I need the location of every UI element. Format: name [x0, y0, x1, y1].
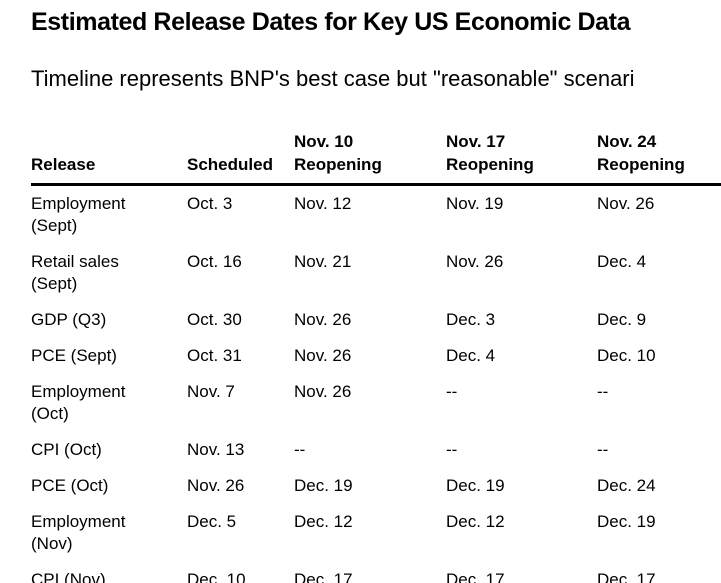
release-date: Nov. 26 — [446, 252, 504, 271]
release-date: Dec. 10 — [187, 570, 246, 583]
release-date: Oct. 30 — [187, 310, 242, 329]
column-header: Nov. 17 Reopening — [446, 130, 597, 186]
table-row: Employment (Oct) Nov. 7 Nov. 26 -- -- — [31, 374, 721, 432]
table-row: PCE (Sept) Oct. 31 Nov. 26 Dec. 4 Dec. 10 — [31, 338, 721, 374]
release-date: Nov. 26 — [187, 476, 245, 495]
release-date: Dec. 12 — [294, 512, 353, 531]
release-date: -- — [294, 440, 306, 459]
release-name: Employment (Sept) — [31, 194, 126, 235]
release-date: Nov. 7 — [187, 382, 235, 401]
release-date: Nov. 19 — [446, 194, 504, 213]
table-row: GDP (Q3) Oct. 30 Nov. 26 Dec. 3 Dec. 9 — [31, 302, 721, 338]
release-date: Dec. 5 — [187, 512, 237, 531]
release-date: Dec. 10 — [597, 346, 656, 365]
release-date: Dec. 24 — [597, 476, 656, 495]
table-row: Employment (Sept) Oct. 3 Nov. 12 Nov. 19 Nov… — [31, 185, 721, 245]
column-header: Nov. 24 Reopening — [597, 130, 721, 186]
release-date: -- — [446, 440, 458, 459]
table-row: PCE (Oct) Nov. 26 Dec. 19 Dec. 19 Dec. 24 — [31, 468, 721, 504]
release-date: Nov. 26 — [294, 382, 352, 401]
release-date: Dec. 17 — [446, 570, 505, 583]
release-name: CPI (Oct) — [31, 440, 102, 459]
release-date: Dec. 9 — [597, 310, 647, 329]
release-date: Nov. 26 — [294, 346, 352, 365]
subtitle: Timeline represents BNP's best case but … — [31, 66, 635, 91]
release-date: Nov. 26 — [597, 194, 655, 213]
release-date: Oct. 16 — [187, 252, 242, 271]
release-date: -- — [597, 382, 609, 401]
release-date: Dec. 17 — [294, 570, 353, 583]
title: Estimated Release Dates for Key US Econo… — [31, 8, 631, 36]
release-name: Employment (Nov) — [31, 512, 126, 553]
release-name: Employment (Oct) — [31, 382, 126, 423]
release-date: -- — [446, 382, 458, 401]
release-date: Dec. 3 — [446, 310, 496, 329]
table-row: CPI (Oct) Nov. 13 -- -- -- — [31, 432, 721, 468]
release-date: Nov. 12 — [294, 194, 352, 213]
column-header: Scheduled — [187, 130, 294, 186]
release-name: PCE (Oct) — [31, 476, 109, 495]
release-date: Oct. 31 — [187, 346, 242, 365]
release-date: Dec. 4 — [446, 346, 496, 365]
header-row: Release Scheduled Nov. 10 Reopening Nov. 17… — [31, 130, 721, 186]
release-date: Dec. 19 — [294, 476, 353, 495]
release-date: Dec. 19 — [446, 476, 505, 495]
release-date: Dec. 12 — [446, 512, 505, 531]
release-name: CPI (Nov) — [31, 570, 106, 583]
table-body: Employment (Sept) Oct. 3 Nov. 12 Nov. 19 Nov… — [31, 185, 721, 583]
release-name: Retail sales (Sept) — [31, 252, 119, 293]
release-date: -- — [597, 440, 609, 459]
release-date: Dec. 17 — [597, 570, 656, 583]
release-date: Nov. 21 — [294, 252, 352, 271]
table-row: Retail sales (Sept) Oct. 16 Nov. 21 Nov. 26… — [31, 244, 721, 302]
release-name: GDP (Q3) — [31, 310, 107, 329]
release-date: Nov. 26 — [294, 310, 352, 329]
release-date: Nov. 13 — [187, 440, 245, 459]
column-header: Release — [31, 130, 187, 186]
table-row: CPI (Nov) Dec. 10 Dec. 17 Dec. 17 Dec. 17 — [31, 562, 721, 583]
release-date: Dec. 19 — [597, 512, 656, 531]
release-date: Oct. 3 — [187, 194, 233, 213]
column-header: Nov. 10 Reopening — [294, 130, 446, 186]
release-table: Release Scheduled Nov. 10 Reopening Nov. 17… — [31, 130, 721, 583]
table-row: Employment (Nov) Dec. 5 Dec. 12 Dec. 12 Dec.… — [31, 504, 721, 562]
release-date: Dec. 4 — [597, 252, 647, 271]
release-name: PCE (Sept) — [31, 346, 117, 365]
